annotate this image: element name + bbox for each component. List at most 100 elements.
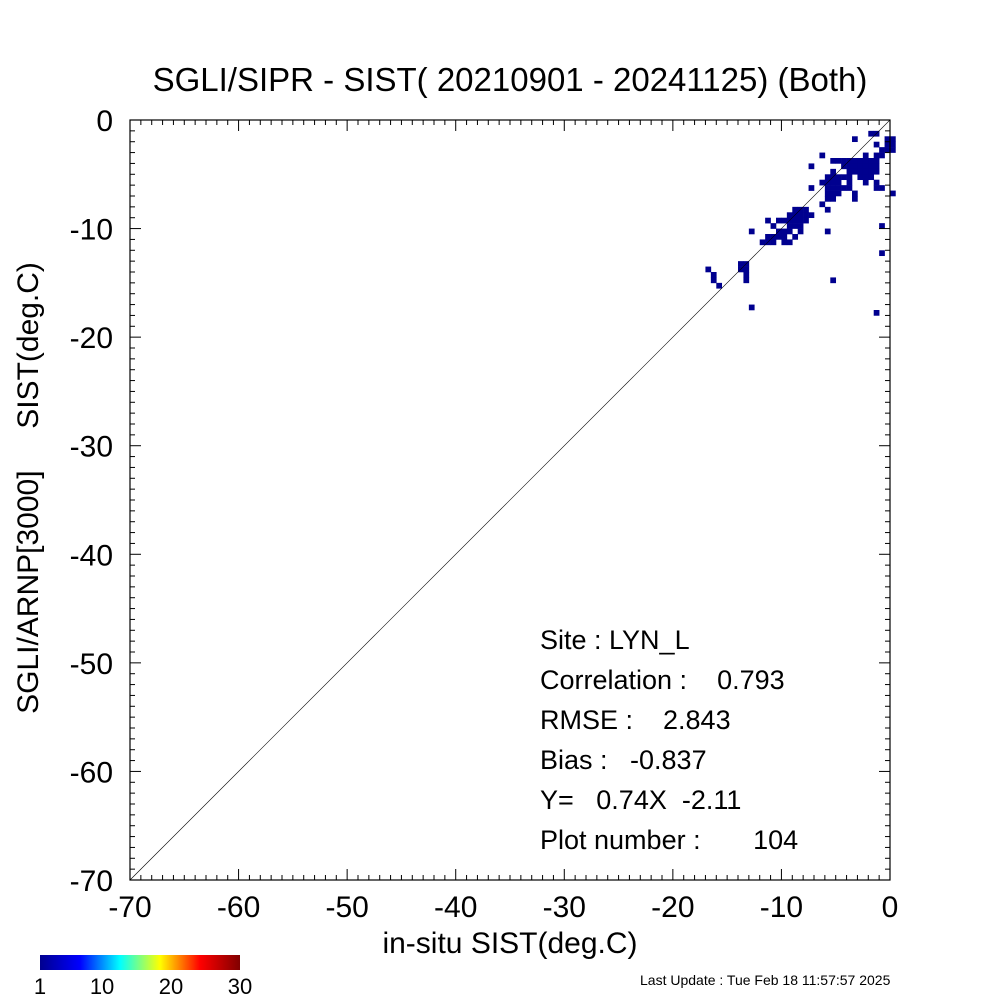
density-cell: [862, 152, 869, 159]
density-cell: [824, 174, 831, 181]
density-cell: [803, 217, 809, 224]
density-cell: [846, 185, 853, 191]
x-tick-label: -30: [543, 891, 586, 924]
colorbar-labels: 1 10 20 30: [34, 974, 252, 999]
density-cell: [862, 168, 869, 175]
density-cell: [776, 217, 782, 224]
density-cell: [797, 228, 804, 235]
y-tick-label: -50: [70, 648, 113, 681]
y-tick-label: -40: [70, 539, 113, 572]
density-cell: [852, 168, 858, 175]
y-tick-label: -60: [70, 756, 113, 789]
density-cell: [830, 190, 837, 197]
density-cell: [803, 212, 809, 219]
density-cell: [846, 179, 853, 186]
density-cell: [873, 158, 880, 164]
density-cell: [738, 261, 744, 267]
density-cell: [792, 206, 799, 213]
density-cell: [716, 282, 723, 289]
density-cell: [824, 228, 831, 235]
density-cell: [862, 158, 869, 164]
y-tick-label: -70: [70, 865, 113, 898]
density-cell: [868, 174, 875, 181]
density-cell: [710, 272, 717, 278]
colorbar-label: 30: [228, 974, 252, 999]
x-tick-label: -70: [108, 891, 151, 924]
density-cell: [781, 239, 788, 246]
x-tick-label: -10: [760, 891, 803, 924]
density-cell: [884, 147, 891, 153]
density-cell: [841, 174, 847, 181]
density-cell: [830, 277, 837, 284]
density-cell: [743, 266, 750, 273]
density-cell: [884, 141, 891, 148]
density-cell: [792, 217, 799, 224]
density-cell: [879, 185, 885, 191]
x-tick-label: -20: [651, 891, 694, 924]
stats-box: Site : LYN_L Correlation : 0.793 RMSE : …: [540, 625, 798, 855]
density-cell: [824, 206, 831, 213]
density-cell: [890, 147, 896, 153]
x-tick-label: -40: [434, 891, 477, 924]
colorbar: [40, 955, 240, 970]
density-cell: [857, 168, 864, 175]
density-cell: [841, 185, 847, 191]
density-cell: [868, 163, 875, 170]
y-tick-label: -20: [70, 322, 113, 355]
density-cell: [824, 190, 831, 197]
density-cell: [873, 152, 880, 159]
density-cell: [862, 163, 869, 170]
density-cell: [890, 141, 896, 148]
density-cell: [803, 206, 809, 213]
density-cell: [786, 212, 793, 219]
density-cell: [857, 158, 864, 164]
stat-bias: Bias : -0.837: [540, 745, 707, 775]
density-cell: [852, 163, 858, 170]
density-cell: [743, 277, 750, 284]
last-update-footer: Last Update : Tue Feb 18 11:57:57 2025: [640, 972, 891, 988]
density-cell: [781, 228, 788, 235]
density-cell: [884, 136, 891, 143]
density-cell: [873, 141, 880, 148]
density-cell: [846, 174, 853, 181]
density-cell: [786, 223, 793, 229]
x-tick-label: 0: [882, 891, 899, 924]
colorbar-label: 20: [159, 974, 183, 999]
density-cell: [824, 196, 831, 202]
density-cell: [835, 158, 842, 164]
colorbar-label: 10: [90, 974, 114, 999]
density-cell: [808, 163, 815, 170]
density-cell: [879, 147, 885, 153]
density-cell: [786, 239, 793, 246]
density-cells: [705, 130, 896, 316]
density-cell: [797, 223, 804, 229]
density-cell: [879, 152, 885, 159]
density-cell: [873, 168, 880, 175]
density-cell: [873, 163, 880, 170]
density-cell: [835, 179, 842, 186]
density-cell: [890, 190, 896, 197]
density-cell: [857, 174, 864, 181]
density-cell: [797, 212, 804, 219]
density-cell: [765, 234, 771, 240]
density-cell: [819, 152, 826, 159]
density-cell: [873, 179, 880, 186]
density-cell: [835, 190, 842, 197]
axis-ticks: [129, 119, 891, 881]
density-cell: [705, 266, 712, 273]
colorbar-label: 1: [34, 974, 46, 999]
y-tick-labels: -70 -60 -50 -40 -30 -20 -10 0: [70, 105, 113, 898]
density-cell: [759, 239, 766, 246]
density-cell: [852, 158, 858, 164]
stat-correlation: Correlation : 0.793: [540, 665, 785, 695]
y-tick-label: -30: [70, 431, 113, 464]
density-cell: [873, 185, 880, 191]
density-cell: [879, 223, 885, 229]
density-cell: [743, 272, 750, 278]
density-cell: [830, 158, 837, 164]
density-cell: [830, 196, 837, 202]
density-cell: [841, 158, 847, 164]
density-cell: [792, 234, 799, 240]
density-cell: [819, 201, 826, 208]
density-cell: [857, 163, 864, 170]
